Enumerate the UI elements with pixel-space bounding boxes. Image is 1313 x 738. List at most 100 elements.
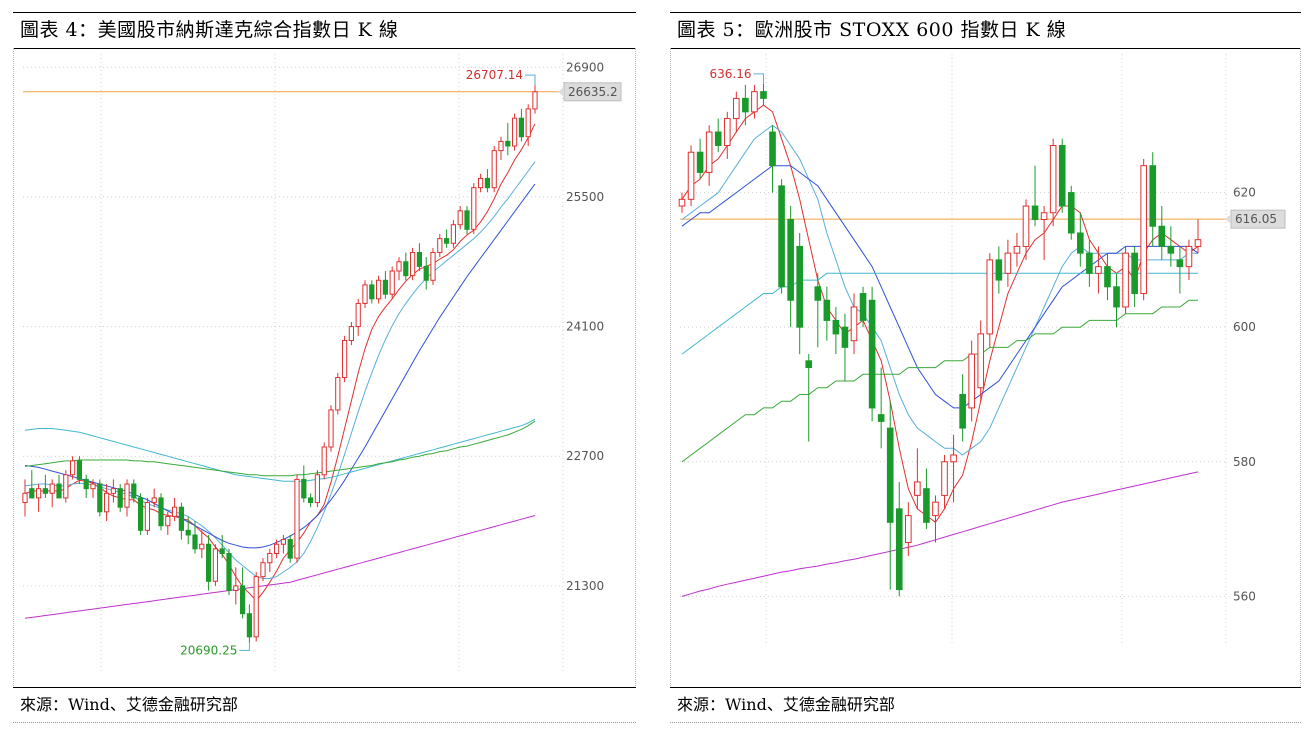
- candle: [733, 91, 740, 133]
- candle-body: [185, 529, 191, 536]
- candle: [923, 468, 930, 530]
- candle-body: [430, 251, 436, 281]
- candle: [914, 448, 921, 509]
- candle: [362, 280, 368, 309]
- candle-body: [769, 131, 776, 167]
- candle-body: [1040, 212, 1048, 221]
- candlestick-chart: 26900 25500 24100 22700 21300 26707.14 20690.2…: [13, 50, 636, 687]
- candle-body: [124, 483, 130, 508]
- candle: [1140, 158, 1147, 301]
- candle-body: [212, 548, 219, 582]
- candle: [396, 257, 402, 281]
- candle-body: [1004, 252, 1012, 274]
- candle: [226, 548, 232, 596]
- candle-body: [1122, 252, 1129, 308]
- candle: [212, 544, 219, 586]
- candle: [877, 367, 885, 449]
- candle: [171, 497, 178, 522]
- candle: [76, 456, 83, 485]
- candle: [83, 474, 89, 498]
- candle-body: [1185, 245, 1193, 268]
- candle: [348, 321, 355, 346]
- candle-body: [778, 185, 785, 288]
- candle-body: [977, 333, 985, 389]
- candle-body: [307, 497, 314, 504]
- chart-panel-stoxx600: 圖表 5：歐洲股市 STOXX 600 指數日 K 線 620 600 580 560…: [670, 12, 1301, 723]
- annotation-leader: [239, 642, 250, 651]
- candle: [769, 125, 776, 193]
- candle-body: [151, 497, 157, 504]
- candle: [886, 401, 894, 590]
- candle-body: [464, 210, 470, 230]
- candle-body: [968, 353, 975, 409]
- candle-body: [348, 326, 355, 341]
- candle-body: [171, 506, 178, 517]
- candle-body: [341, 339, 348, 379]
- candle: [151, 488, 157, 508]
- min-price-label: 20690.25: [180, 643, 237, 657]
- candle: [56, 474, 62, 499]
- chart-title: 圖表 5：歐洲股市 STOXX 600 指數日 K 線: [670, 13, 1301, 49]
- max-price-label: 26707.14: [466, 68, 523, 82]
- chart-svg: 620 600 580 560 636.16 616.05: [678, 54, 1286, 644]
- candle-body: [450, 224, 457, 244]
- candle-body: [42, 488, 49, 494]
- candle: [137, 493, 144, 535]
- candle: [233, 567, 239, 605]
- candle: [1185, 239, 1193, 281]
- candle-body: [178, 506, 185, 531]
- candle: [1086, 239, 1093, 287]
- candle: [1040, 206, 1048, 260]
- candle: [1131, 246, 1138, 307]
- annotation-leader: [525, 74, 536, 86]
- candle: [165, 511, 171, 535]
- candle-body: [511, 117, 518, 147]
- candle-body: [923, 488, 930, 523]
- candle: [205, 534, 212, 591]
- ma60-line: [24, 418, 536, 482]
- candle-body: [823, 299, 831, 321]
- candle: [131, 479, 137, 503]
- candle: [185, 516, 191, 545]
- candle-body: [362, 284, 368, 304]
- candle-body: [532, 91, 538, 110]
- candle-body: [1058, 144, 1066, 207]
- candle-body: [832, 319, 840, 335]
- candle-body: [423, 265, 429, 281]
- candle-body: [959, 393, 966, 429]
- candle-body: [1067, 192, 1075, 234]
- candle-body: [49, 483, 55, 494]
- candle-body: [389, 270, 395, 295]
- candle-body: [83, 478, 89, 490]
- candle-body: [477, 177, 484, 189]
- candle: [457, 206, 463, 230]
- candle-body: [416, 251, 423, 267]
- ma5-line: [681, 104, 1199, 524]
- candle-body: [525, 108, 531, 138]
- candle-body: [457, 210, 463, 226]
- candle-body: [437, 238, 443, 253]
- ma5-line: [24, 123, 536, 602]
- candle-body: [986, 259, 994, 335]
- candle-body: [226, 552, 232, 592]
- candle-body: [484, 177, 491, 189]
- candle-body: [382, 279, 389, 295]
- candle: [117, 484, 123, 512]
- candle-body: [90, 483, 96, 490]
- candle: [110, 479, 117, 503]
- candle-body: [760, 91, 767, 99]
- candle-body: [995, 259, 1003, 281]
- candle-body: [1176, 259, 1184, 268]
- candle: [850, 293, 858, 355]
- candle: [932, 495, 939, 543]
- chart-panel-nasdaq: 圖表 4：美國股市納斯達克綜合指數日 K 線 26900 25500 24100 22…: [13, 12, 636, 723]
- candle: [696, 138, 704, 180]
- candle-body: [491, 150, 497, 189]
- candle: [158, 493, 164, 531]
- y-tick-label: 600: [1233, 320, 1256, 334]
- candle: [280, 534, 287, 554]
- candle-body: [751, 91, 758, 113]
- candle: [778, 179, 785, 294]
- candle-body: [723, 118, 731, 146]
- candle: [321, 442, 327, 480]
